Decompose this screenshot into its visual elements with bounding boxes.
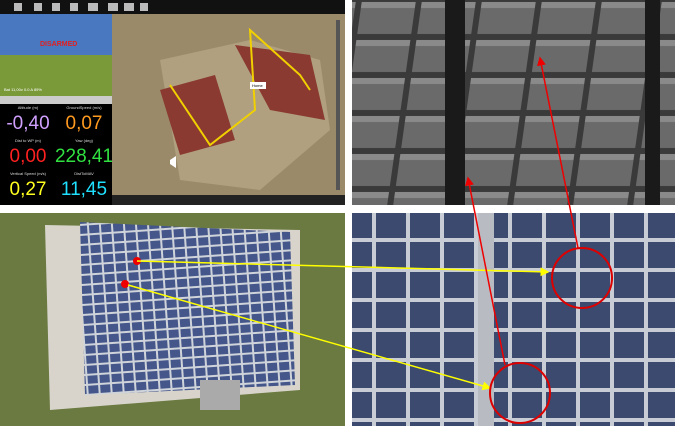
arrow <box>537 56 579 249</box>
tabs <box>0 96 112 104</box>
arrow <box>465 176 506 366</box>
annotations <box>121 56 613 424</box>
quick-value: 228,41 <box>55 146 113 167</box>
battery: Bat 11,00v 0.0 A 89% <box>4 87 42 92</box>
solar-array <box>80 222 295 395</box>
map-status <box>112 195 345 205</box>
quick-value: 0,07 <box>66 113 103 134</box>
quick-label: Vertical Speed (m/s) <box>10 171 47 176</box>
highlight-circle <box>551 247 613 309</box>
hud-status: DISARMED <box>40 41 77 48</box>
walkway <box>478 213 494 426</box>
quick-label: DistToMAV <box>74 171 94 176</box>
arrow <box>127 284 492 391</box>
hud-ground <box>0 55 112 96</box>
quick-label: Dist to WP (m) <box>15 138 42 143</box>
arrow <box>136 260 550 277</box>
quick-view <box>0 104 112 205</box>
toolbar <box>0 0 345 14</box>
thermal-gap <box>645 0 660 205</box>
thermal-image <box>352 0 675 205</box>
quick-label: Yaw (deg) <box>75 138 94 143</box>
quick-value: 0,27 <box>10 179 47 200</box>
scrollbar <box>336 20 340 190</box>
home-box <box>250 82 266 89</box>
thermal-gap <box>445 0 465 205</box>
quick-label: GroundSpeed (m/s) <box>66 105 102 110</box>
speaker-icon <box>170 156 176 168</box>
gcs-panel: DISARMED Bat 11,00v 0.0 A 89% Altitude (… <box>0 0 345 205</box>
mission-path <box>169 27 311 147</box>
highlight-circle <box>489 362 551 424</box>
zoom-image <box>352 213 675 426</box>
quick-value: 11,45 <box>61 179 107 200</box>
quick-value: -0,40 <box>6 113 49 134</box>
home-label: Home <box>252 83 263 88</box>
quick-value: 0,00 <box>10 146 47 167</box>
toolbar-icons <box>14 3 148 11</box>
roof <box>235 45 325 120</box>
quick-label: Altitude (m) <box>18 105 39 110</box>
defect-dot <box>121 280 129 288</box>
roof-units <box>200 380 240 410</box>
roof <box>160 75 235 155</box>
